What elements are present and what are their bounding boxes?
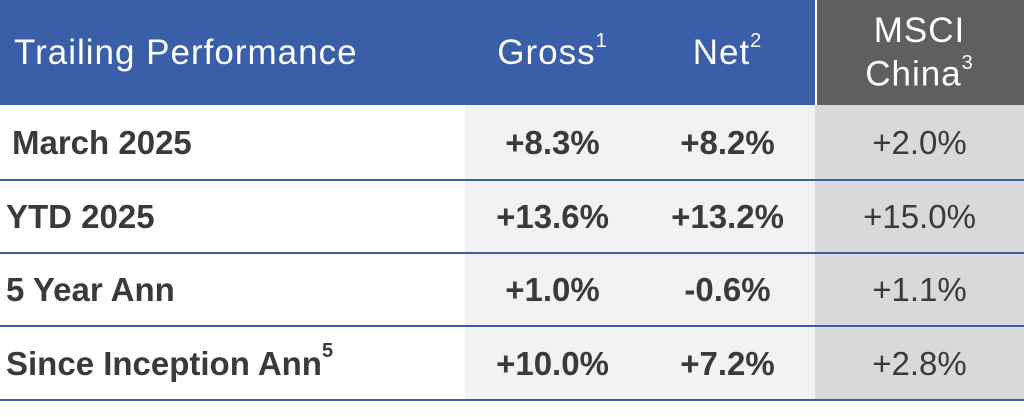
header-msci-line1: MSCI <box>873 10 966 50</box>
row-net-cell: +8.2% <box>640 105 815 180</box>
header-grey-band <box>815 0 1024 105</box>
table-row: Since Inception Ann5 +10.0% +7.2% +2.8% <box>0 327 1024 400</box>
row-net-value: +13.2% <box>671 198 784 235</box>
header-blue-band <box>0 0 815 105</box>
header-gross: Gross1 <box>497 29 608 73</box>
row-gross-value: +1.0% <box>505 271 600 308</box>
table-header: Trailing Performance Gross1 Net2 MSCI Ch… <box>0 0 1024 105</box>
header-net-text: Net <box>692 32 751 72</box>
row-msci-value: +15.0% <box>863 198 976 235</box>
row-msci-cell: +2.8% <box>815 327 1024 400</box>
row-divider <box>0 325 1024 327</box>
header-label-cell: Trailing Performance <box>0 0 465 105</box>
header-gross-footnote: 1 <box>595 29 608 52</box>
row-net-value: -0.6% <box>684 271 771 308</box>
row-label-text: Since Inception Ann <box>6 344 322 382</box>
table-row: March 2025 +8.3% +8.2% +2.0% <box>0 105 1024 180</box>
row-msci-value: +2.0% <box>872 123 967 161</box>
row-gross-cell: +10.0% <box>465 327 640 400</box>
row-label: 5 Year Ann <box>6 271 175 308</box>
header-msci-china-text: China <box>865 54 962 94</box>
row-gross-value: +13.6% <box>496 198 609 235</box>
row-net-cell: +7.2% <box>640 327 815 400</box>
row-label-cell: Since Inception Ann5 <box>0 327 465 400</box>
row-label-cell: March 2025 <box>0 105 465 180</box>
table-row: YTD 2025 +13.6% +13.2% +15.0% <box>0 181 1024 253</box>
header-msci-cell: MSCI China3 <box>815 0 1024 105</box>
row-divider <box>0 179 1024 181</box>
header-trailing-performance: Trailing Performance <box>14 32 358 72</box>
table-row: 5 Year Ann +1.0% -0.6% +1.1% <box>0 254 1024 326</box>
header-net: Net2 <box>692 29 763 73</box>
row-gross-cell: +1.0% <box>465 254 640 326</box>
row-label: Since Inception Ann5 <box>6 340 333 383</box>
row-msci-cell: +1.1% <box>815 254 1024 326</box>
header-msci-line2: China3 <box>865 49 974 93</box>
row-gross-value: +8.3% <box>505 123 600 161</box>
header-net-cell: Net2 <box>640 0 815 105</box>
row-label-footnote: 5 <box>321 339 334 362</box>
row-gross-cell: +8.3% <box>465 105 640 180</box>
header-gross-cell: Gross1 <box>465 0 640 105</box>
header-net-footnote: 2 <box>750 29 763 52</box>
row-msci-cell: +2.0% <box>815 105 1024 180</box>
row-msci-value: +1.1% <box>872 271 967 308</box>
row-gross-cell: +13.6% <box>465 181 640 253</box>
row-net-cell: -0.6% <box>640 254 815 326</box>
row-net-value: +7.2% <box>680 344 775 382</box>
header-gross-text: Gross <box>497 32 596 72</box>
row-gross-value: +10.0% <box>496 344 609 382</box>
row-msci-value: +2.8% <box>872 344 967 382</box>
row-label-cell: 5 Year Ann <box>0 254 465 326</box>
row-divider <box>0 399 1024 401</box>
row-label: March 2025 <box>12 123 192 161</box>
row-divider <box>0 252 1024 254</box>
row-label-cell: YTD 2025 <box>0 181 465 253</box>
header-msci-footnote: 3 <box>961 51 974 74</box>
row-msci-cell: +15.0% <box>815 181 1024 253</box>
row-net-cell: +13.2% <box>640 181 815 253</box>
row-net-value: +8.2% <box>680 123 775 161</box>
row-label: YTD 2025 <box>6 198 155 235</box>
